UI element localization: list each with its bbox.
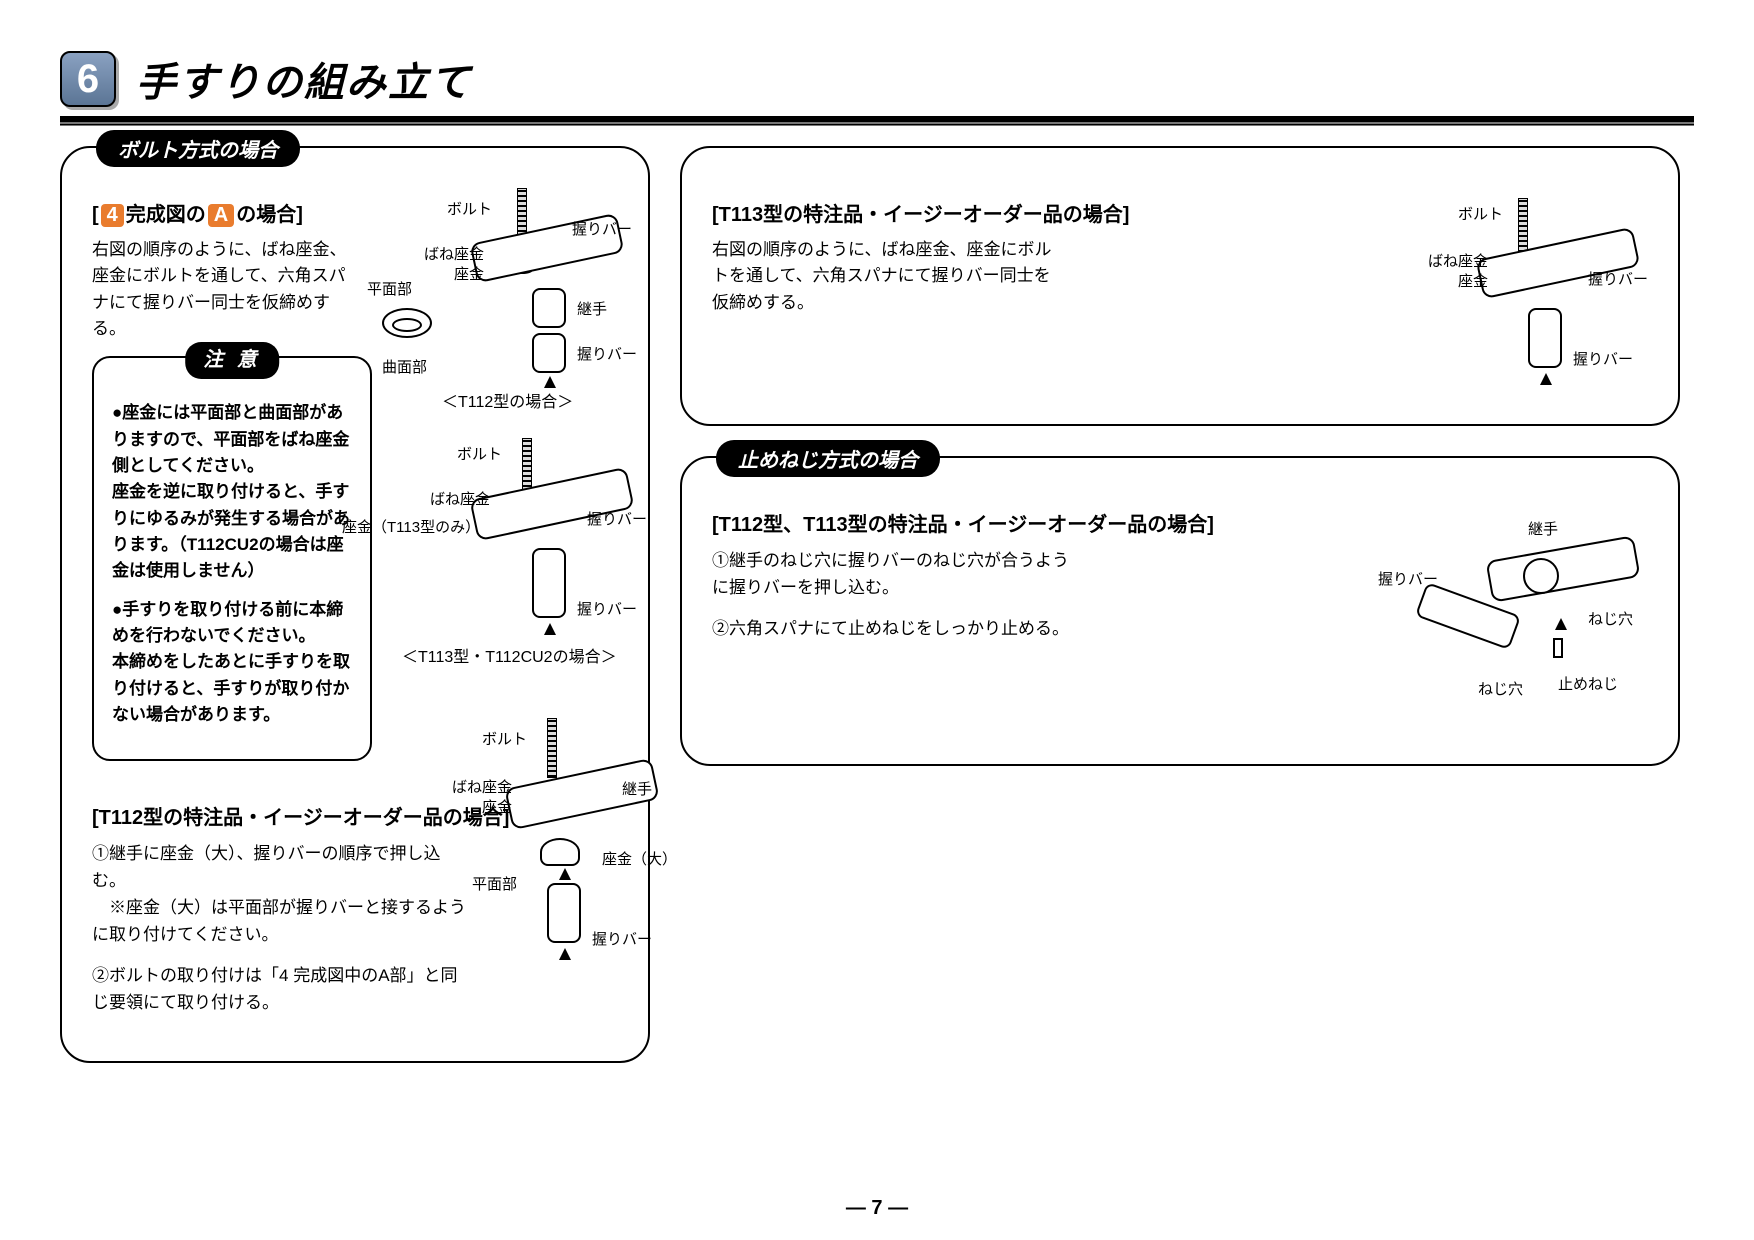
lbl-flat: 平面部 xyxy=(367,278,412,299)
lbl2-spring: ばね座金 xyxy=(430,488,490,509)
rt-grip2: 握りバー xyxy=(1573,348,1633,369)
page-title: 手すりの組み立て xyxy=(136,50,472,108)
rt-body: 右図の順序のように、ばね座金、座金にボルトを通して、六角スパナにて握りバー同士を… xyxy=(712,237,1052,316)
lbl2-bolt: ボルト xyxy=(457,443,502,464)
title-rule xyxy=(60,116,1694,122)
left-sec1-heading: [4完成図のAの場合] xyxy=(92,198,618,227)
h-mid: 完成図の xyxy=(126,204,206,226)
chip-a: A xyxy=(208,204,234,227)
left-sec1-body: 右図の順序のように、ばね座金、座金にボルトを通して、六角スパナにて握りバー同士を… xyxy=(92,237,352,342)
rt-spring: ばね座金 xyxy=(1428,250,1488,271)
caution-box: 注 意 ●座金には平面部と曲面部がありますので、平面部をばね座金側としてください… xyxy=(92,356,372,760)
rt-heading: [T113型の特注品・イージーオーダー品の場合] xyxy=(712,198,1648,227)
h-post: の場合] xyxy=(236,204,303,226)
cap-t112: ＜T112型の場合＞ xyxy=(442,388,573,412)
caution-p1: ●座金には平面部と曲面部がありますので、平面部をばね座金側としてください。 座金… xyxy=(112,400,352,584)
h-pre: [ xyxy=(92,204,99,226)
diagram-t113: ボルト ばね座金 座金（T113型のみ） 握りバー 握りバー ＜T113型・T1… xyxy=(362,438,642,668)
lbl-joint: 継手 xyxy=(577,298,607,319)
panel-setscrew-method: 止めねじ方式の場合 [T112型、T113型の特注品・イージーオーダー品の場合]… xyxy=(680,456,1680,766)
chip-4: 4 xyxy=(101,204,124,227)
panel-tab-setscrew: 止めねじ方式の場合 xyxy=(716,440,940,477)
diagram-rt: ボルト ばね座金 座金 握りバー 握りバー xyxy=(1398,198,1648,398)
lbl2-grip: 握りバー xyxy=(587,508,647,529)
lbl-curve: 曲面部 xyxy=(382,356,427,377)
caution-p2: ●手すりを取り付ける前に本締めを行わないでください。 本締めをしたあとに手すりを… xyxy=(112,597,352,729)
lbl-washer: 座金 xyxy=(454,263,484,284)
left-sec2-heading: [T112型の特注品・イージーオーダー品の場合] xyxy=(92,801,618,830)
lbl3-joint: 継手 xyxy=(622,778,652,799)
rb-hole2: ねじ穴 xyxy=(1478,678,1523,699)
lbl3-spring: ばね座金 xyxy=(452,776,512,797)
panel-t113-special: [T113型の特注品・イージーオーダー品の場合] 右図の順序のように、ばね座金、… xyxy=(680,146,1680,426)
lbl-grip2: 握りバー xyxy=(577,343,637,364)
rb-l1: ①継手のねじ穴に握りバーのねじ穴が合うように握りバーを押し込む。 xyxy=(712,547,1072,601)
diagram-setscrew: 継手 握りバー ねじ穴 ねじ穴 止めねじ xyxy=(1378,518,1648,738)
rt-washer: 座金 xyxy=(1458,270,1488,291)
panel-tab-bolt: ボルト方式の場合 xyxy=(96,130,300,167)
l2-pre: ②ボルトの取り付けは「 xyxy=(92,966,279,985)
rb-grip: 握りバー xyxy=(1378,568,1438,589)
caution-tab: 注 意 xyxy=(185,342,279,379)
rb-hole1: ねじ穴 xyxy=(1588,608,1633,629)
lbl2-grip2: 握りバー xyxy=(577,598,637,619)
cap-t113: ＜T113型・T112CU2の場合＞ xyxy=(402,643,617,667)
step-number-badge: 6 xyxy=(60,51,116,107)
left-sec2-l2: ②ボルトの取り付けは「4 完成図中のA部」と同じ要領にて取り付ける。 xyxy=(92,962,472,1016)
step-header: 6 手すりの組み立て xyxy=(60,50,1694,108)
lbl-spring: ばね座金 xyxy=(424,243,484,264)
lbl3-bolt: ボルト xyxy=(482,728,527,749)
panel-bolt-method: ボルト方式の場合 [4完成図のAの場合] 右図の順序のように、ばね座金、座金にボ… xyxy=(60,146,650,1063)
page-number: — 7 — xyxy=(0,1197,1754,1220)
rb-screw: 止めねじ xyxy=(1558,673,1618,694)
left-sec2-l1: ①継手に座金（大）、握りバーの順序で押し込む。 ※座金（大）は平面部が握りバーと… xyxy=(92,840,472,949)
washer-detail: 平面部 曲面部 xyxy=(362,278,472,408)
rb-l2: ②六角スパナにて止めねじをしっかり止める。 xyxy=(712,615,1072,642)
rb-heading: [T112型、T113型の特注品・イージーオーダー品の場合] xyxy=(712,508,1648,537)
rt-grip: 握りバー xyxy=(1588,268,1648,289)
